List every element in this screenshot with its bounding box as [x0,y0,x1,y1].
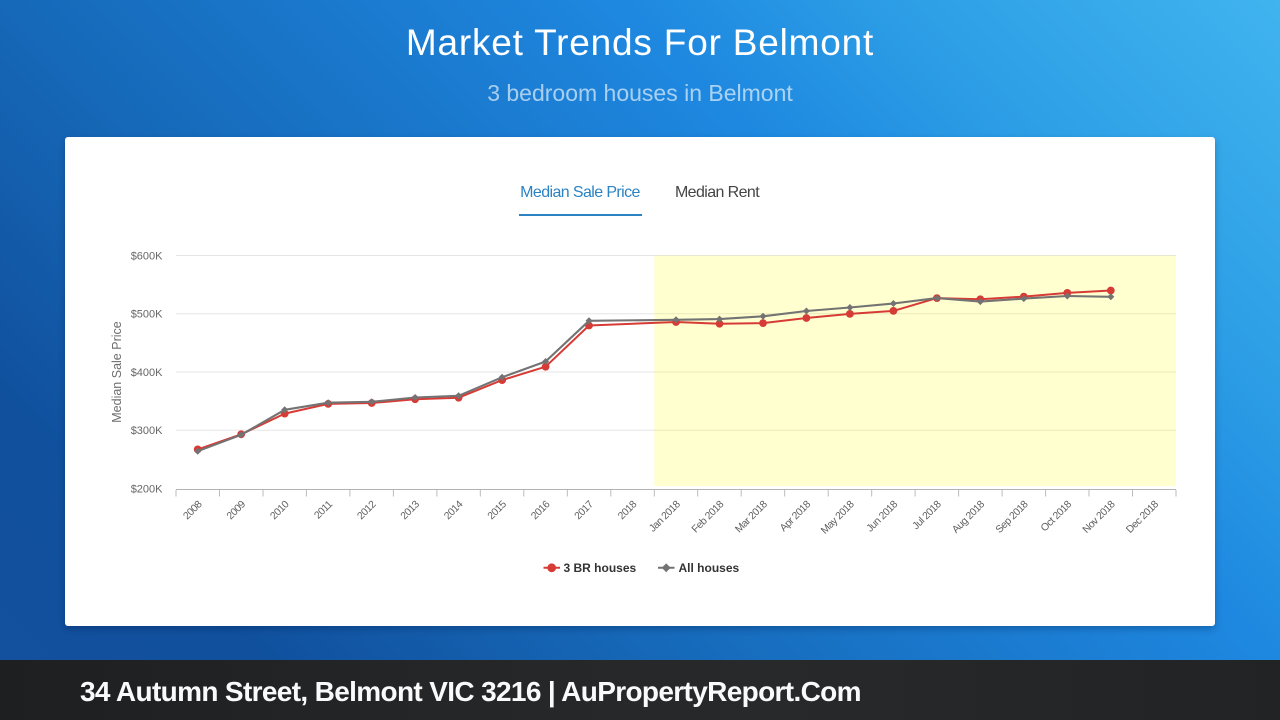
svg-text:2009: 2009 [225,499,248,522]
svg-text:2011: 2011 [313,499,336,522]
svg-text:3 BR houses: 3 BR houses [564,561,637,575]
svg-text:All houses: All houses [679,561,740,575]
svg-text:2016: 2016 [530,499,553,522]
svg-text:Sep 2018: Sep 2018 [994,499,1031,536]
svg-text:2014: 2014 [443,499,466,522]
svg-text:Jan 2018: Jan 2018 [647,499,683,535]
svg-text:$400K: $400K [131,367,163,379]
svg-text:Apr 2018: Apr 2018 [778,499,813,534]
svg-text:2015: 2015 [486,499,509,522]
svg-text:$600K: $600K [131,250,163,262]
svg-text:2013: 2013 [399,499,422,522]
svg-text:Nov 2018: Nov 2018 [1081,499,1118,536]
svg-text:2017: 2017 [573,499,596,522]
svg-text:$300K: $300K [131,425,163,437]
svg-text:2008: 2008 [182,499,205,522]
svg-text:Jun 2018: Jun 2018 [865,499,901,535]
svg-text:2010: 2010 [269,499,292,522]
svg-text:May 2018: May 2018 [819,499,857,537]
svg-text:2018: 2018 [616,499,639,522]
svg-text:2012: 2012 [356,499,379,522]
svg-text:Dec 2018: Dec 2018 [1125,499,1162,536]
svg-text:$200K: $200K [131,483,163,495]
svg-text:Aug 2018: Aug 2018 [951,499,988,536]
svg-text:Feb 2018: Feb 2018 [690,499,727,536]
svg-text:Mar 2018: Mar 2018 [734,499,770,535]
svg-text:Jul 2018: Jul 2018 [911,499,944,532]
svg-text:Oct 2018: Oct 2018 [1039,499,1074,534]
svg-text:Median Sale Price: Median Sale Price [110,321,124,422]
svg-text:$500K: $500K [131,309,163,321]
